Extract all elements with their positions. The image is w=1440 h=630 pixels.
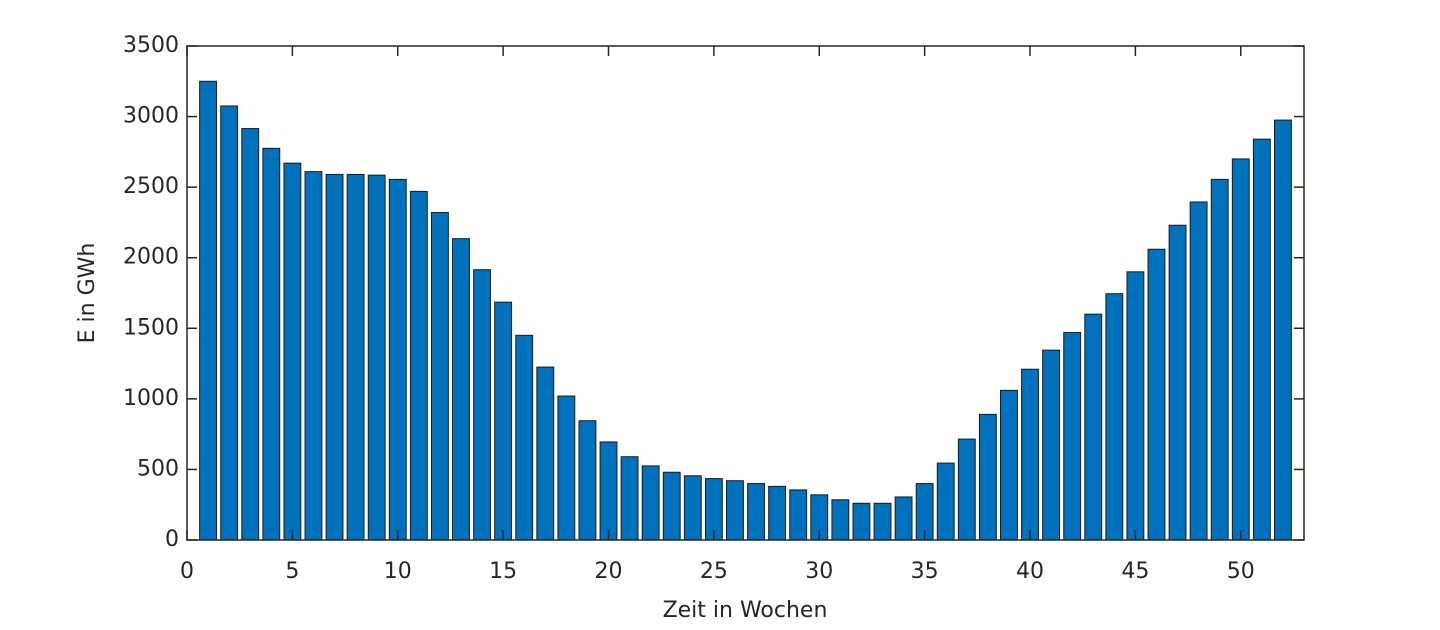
y-tick-label: 2500	[123, 174, 179, 199]
bar	[515, 334, 534, 541]
bar	[1000, 389, 1018, 541]
bar	[452, 238, 470, 541]
x-tick-label: 15	[489, 559, 517, 584]
y-tick-label: 3500	[123, 33, 179, 58]
plot-frame	[186, 45, 1305, 541]
x-tick-label: 25	[700, 559, 728, 584]
bar	[852, 502, 871, 541]
x-axis-label: Zeit in Wochen	[663, 598, 828, 623]
x-tick-label: 30	[805, 559, 833, 584]
bar	[1273, 119, 1292, 541]
bar	[768, 485, 787, 541]
bar	[199, 80, 218, 541]
bar	[978, 413, 997, 541]
bar	[1042, 349, 1061, 541]
bar	[494, 301, 513, 541]
x-tick-label: 20	[595, 559, 623, 584]
bar	[1126, 271, 1145, 541]
x-tick-label: 10	[384, 559, 412, 584]
bar	[1147, 248, 1166, 541]
y-tick-label: 500	[137, 456, 179, 481]
y-tick-label: 1500	[123, 315, 179, 340]
x-tick-label: 50	[1227, 559, 1255, 584]
bar	[747, 483, 765, 541]
bar	[1063, 332, 1082, 541]
bar	[430, 212, 449, 541]
bar	[831, 499, 850, 541]
bar	[262, 147, 281, 541]
bar	[1084, 313, 1103, 541]
bar	[1021, 368, 1039, 541]
bar	[346, 173, 365, 541]
bar	[789, 489, 808, 541]
y-tick-label: 1000	[123, 386, 179, 411]
bar	[473, 269, 491, 541]
bar	[220, 105, 239, 541]
bar	[304, 171, 323, 541]
bar	[536, 366, 555, 541]
bar	[283, 162, 302, 541]
bar	[641, 465, 660, 541]
bar	[1168, 224, 1187, 541]
x-tick-label: 35	[911, 559, 939, 584]
x-tick-label: 40	[1016, 559, 1044, 584]
y-tick-label: 2000	[123, 245, 179, 270]
bar	[936, 462, 955, 541]
bar	[241, 128, 260, 541]
bar	[557, 395, 576, 541]
bar	[873, 502, 892, 541]
bar	[409, 190, 428, 541]
y-tick-label: 0	[165, 527, 179, 552]
y-tick-label: 3000	[123, 104, 179, 129]
bar	[683, 475, 702, 541]
bar	[726, 480, 744, 541]
bar	[1231, 158, 1250, 541]
bar	[1105, 293, 1124, 541]
bar	[367, 174, 386, 541]
x-tick-label: 0	[180, 559, 194, 584]
x-tick-label: 45	[1121, 559, 1149, 584]
bar	[894, 496, 913, 541]
bar	[325, 173, 344, 541]
y-axis-label: E in GWh	[75, 243, 100, 344]
bar	[957, 438, 976, 541]
bar	[578, 420, 597, 541]
bar	[1252, 138, 1271, 541]
bar	[599, 441, 618, 541]
bar	[662, 471, 681, 541]
bar	[620, 456, 639, 541]
bar	[1189, 201, 1208, 541]
x-tick-label: 5	[285, 559, 299, 584]
bar	[1210, 178, 1229, 541]
bar	[388, 178, 407, 541]
